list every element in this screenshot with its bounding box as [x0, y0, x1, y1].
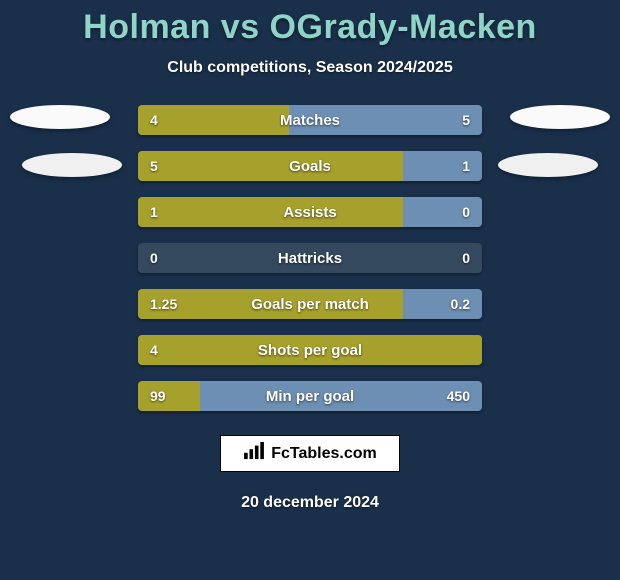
team-logo-left-2: [22, 153, 122, 177]
stat-label: Min per goal: [138, 381, 482, 411]
stat-value-right: 0: [462, 243, 470, 273]
stat-value-right: 5: [462, 105, 470, 135]
stat-value-right: 450: [447, 381, 470, 411]
stat-bars: 4Matches55Goals11Assists00Hattricks01.25…: [138, 105, 482, 411]
stat-value-right: 1: [462, 151, 470, 181]
brand-badge: FcTables.com: [220, 435, 400, 472]
stat-value-right: 0.2: [451, 289, 470, 319]
comparison-chart: Holman vs OGrady-Macken Club competition…: [0, 0, 620, 580]
stat-row: 5Goals1: [138, 151, 482, 181]
stat-label: Shots per goal: [138, 335, 482, 365]
page-subtitle: Club competitions, Season 2024/2025: [0, 59, 620, 77]
stat-row: 1.25Goals per match0.2: [138, 289, 482, 319]
chart-area: 4Matches55Goals11Assists00Hattricks01.25…: [0, 105, 620, 411]
footer-date: 20 december 2024: [0, 494, 620, 512]
stat-row: 99Min per goal450: [138, 381, 482, 411]
team-logo-left-1: [10, 105, 110, 129]
brand-text: FcTables.com: [271, 445, 377, 463]
stat-label: Assists: [138, 197, 482, 227]
stat-label: Goals per match: [138, 289, 482, 319]
team-logo-right-2: [498, 153, 598, 177]
stat-row: 4Shots per goal: [138, 335, 482, 365]
stat-value-right: 0: [462, 197, 470, 227]
stat-row: 0Hattricks0: [138, 243, 482, 273]
stat-row: 1Assists0: [138, 197, 482, 227]
stat-row: 4Matches5: [138, 105, 482, 135]
stat-label: Hattricks: [138, 243, 482, 273]
stat-label: Matches: [138, 105, 482, 135]
stat-label: Goals: [138, 151, 482, 181]
team-logo-right-1: [510, 105, 610, 129]
page-title: Holman vs OGrady-Macken: [0, 0, 620, 47]
bars-icon: [243, 442, 265, 465]
